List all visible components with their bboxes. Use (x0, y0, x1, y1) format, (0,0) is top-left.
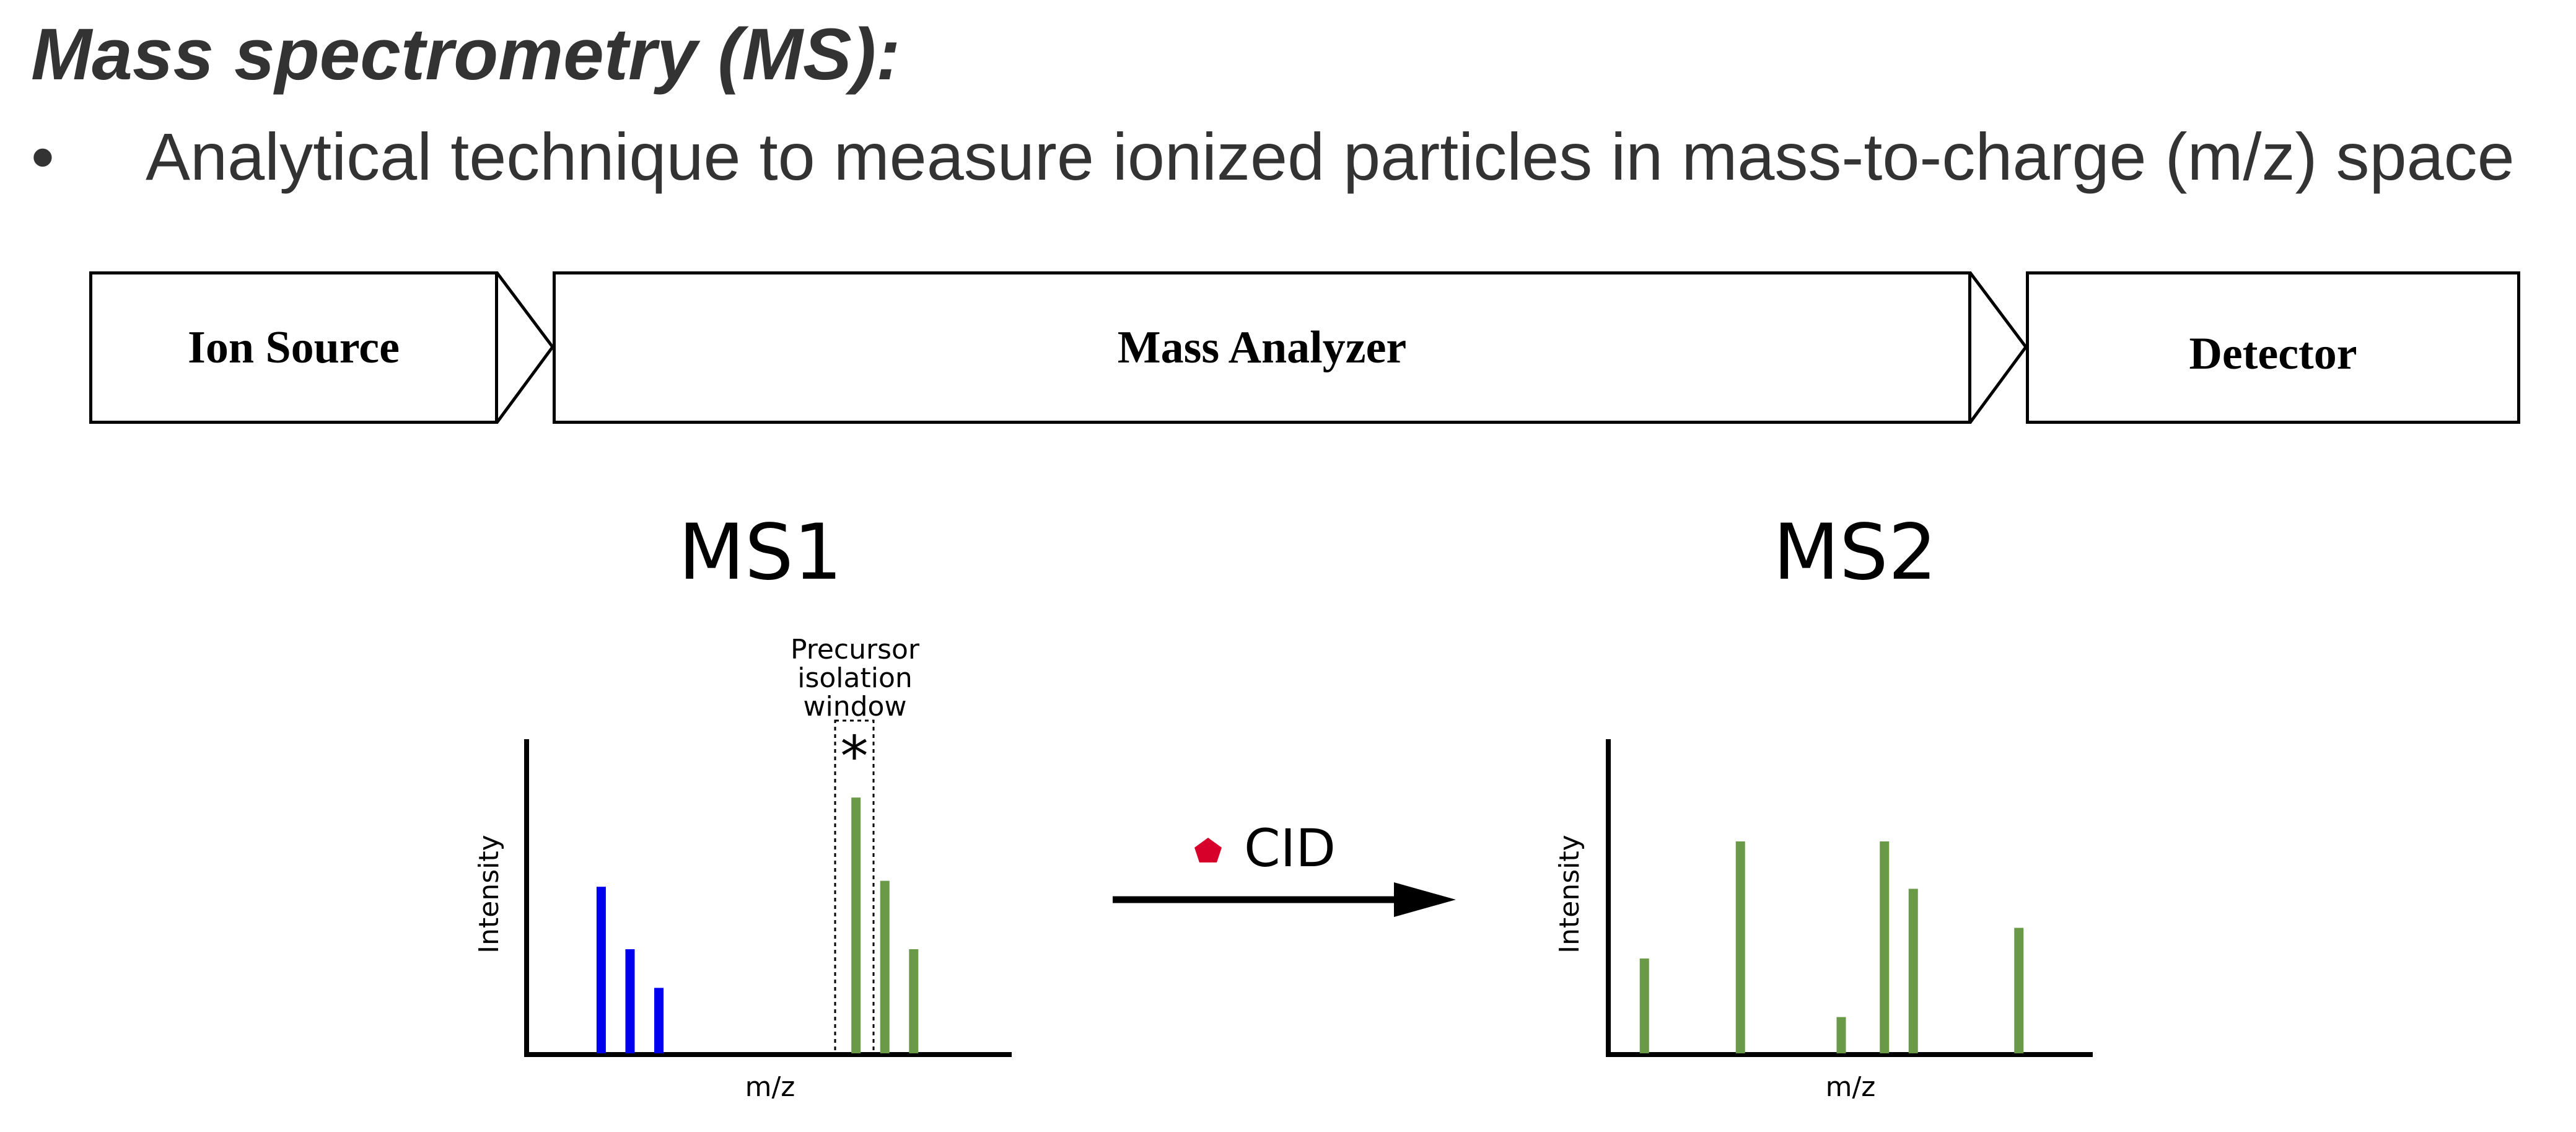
ms2-axes (1606, 739, 2093, 1057)
ms2-bar-3 (1836, 1017, 1846, 1053)
mass-analyzer-label: Mass Analyzer (1117, 322, 1407, 373)
ms2-bar-2 (1735, 841, 1745, 1053)
detector-box: Detector (2026, 271, 2520, 424)
ms1-bar-1 (596, 887, 606, 1053)
ms1-axes (524, 739, 1012, 1057)
ion-source-label: Ion Source (188, 322, 400, 373)
ms1-x-axis-label: m/z (745, 1071, 795, 1103)
bullet-icon: • (31, 119, 55, 194)
ms1-y-axis-label: Intensity (473, 835, 505, 954)
ms2-bar-6 (2014, 928, 2024, 1053)
bullet-text: Analytical technique to measure ionized … (146, 119, 2515, 194)
precursor-window-label-line-3: window (803, 691, 907, 723)
precursor-marker: * (841, 724, 869, 789)
ms1-bar-5 (880, 880, 890, 1053)
precursor-window-label: Precursor isolation window (762, 634, 948, 723)
ms1-bar-2 (625, 949, 635, 1053)
ms2-y-axis-label: Intensity (1553, 835, 1585, 954)
ion-source-box: Ion Source (89, 271, 498, 424)
cid-pentagon-icon (1194, 838, 1222, 862)
ms2-bar-5 (1908, 888, 1918, 1053)
cid-arrow-head (1394, 882, 1456, 917)
ms2-x-axis-label: m/z (1825, 1071, 1876, 1103)
ms1-bar-4 (851, 797, 861, 1053)
chevron-connector-2 (1968, 271, 2028, 424)
ms1-label: MS1 (678, 508, 843, 597)
chevron-connector-1 (495, 271, 555, 424)
ms2-bars (1639, 841, 2024, 1053)
page-title: Mass spectrometry (MS): (31, 14, 901, 95)
ms2-label: MS2 (1773, 508, 1937, 597)
precursor-window-label-line-1: Precursor (790, 634, 920, 665)
cid-label: CID (1244, 818, 1336, 879)
ms2-bar-1 (1639, 959, 1649, 1053)
ms1-bar-6 (909, 949, 919, 1053)
mass-analyzer-box: Mass Analyzer (553, 271, 1971, 424)
ms2-bar-4 (1880, 841, 1890, 1053)
detector-label: Detector (2189, 328, 2357, 379)
ms1-bars (596, 797, 919, 1053)
precursor-window-label-line-2: isolation (797, 662, 913, 695)
ms1-bar-3 (654, 988, 664, 1053)
